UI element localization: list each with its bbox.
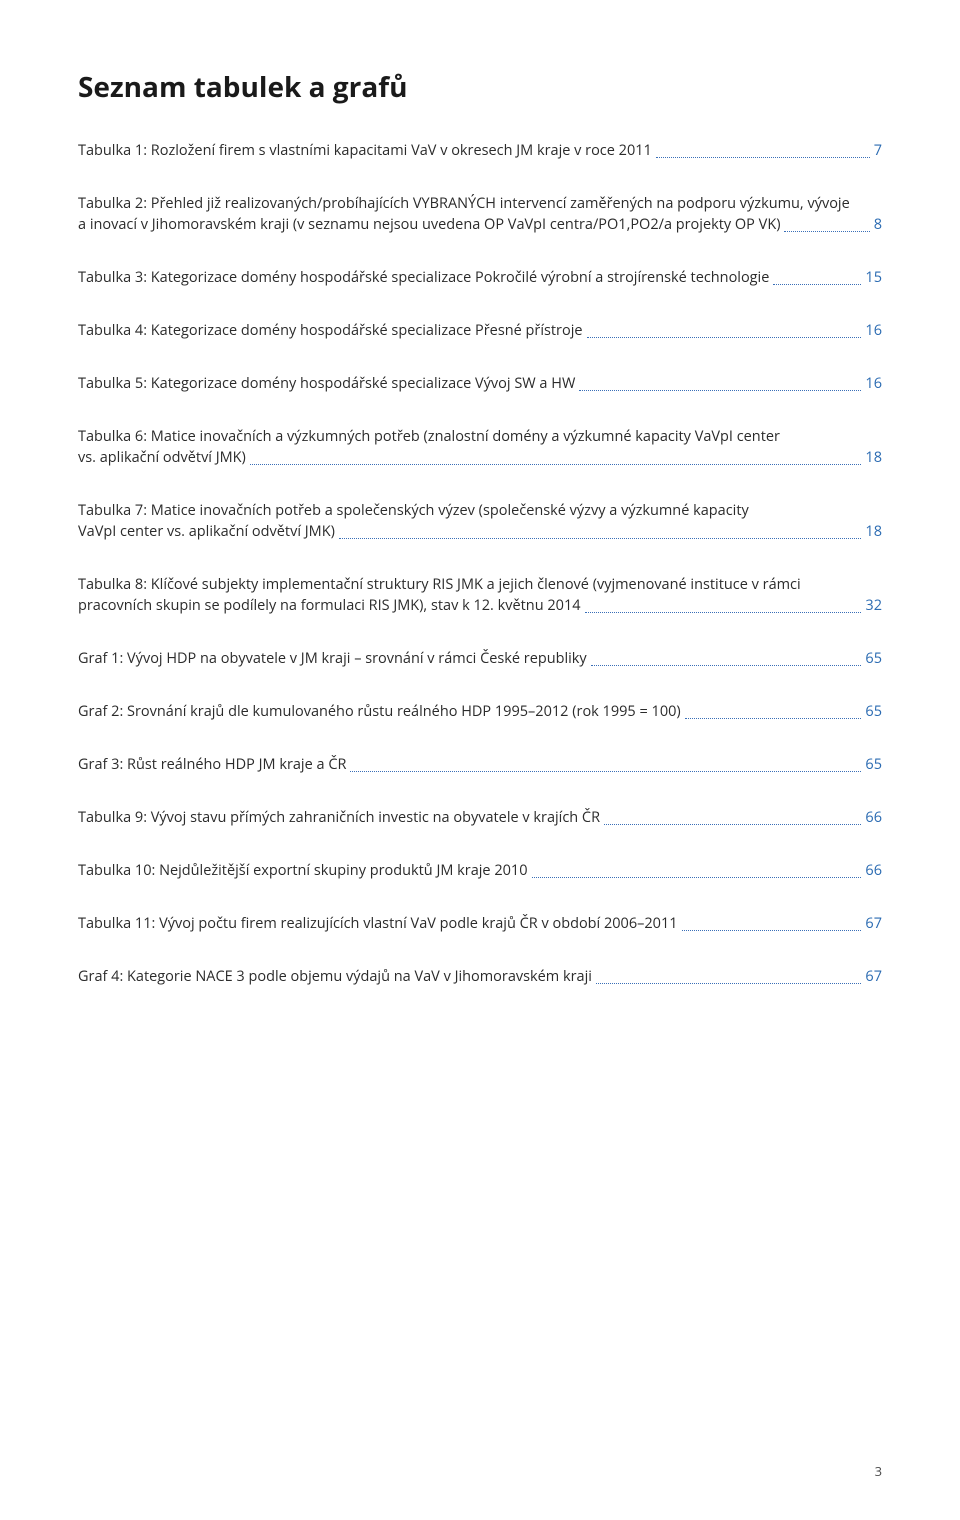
- toc-entry-text: Tabulka 8: Klíčové subjekty implementačn…: [78, 574, 882, 595]
- page-title: Seznam tabulek a grafů: [78, 68, 882, 106]
- toc-entry-text: Graf 2: Srovnání krajů dle kumulovaného …: [78, 701, 681, 722]
- toc-entry-lastline: vs. aplikační odvětví JMK) 18: [78, 447, 882, 468]
- toc-entry-text: Tabulka 3: Kategorizace domény hospodářs…: [78, 267, 769, 288]
- toc-entry-text: Graf 4: Kategorie NACE 3 podle objemu vý…: [78, 966, 592, 987]
- toc-leader: [591, 665, 862, 666]
- toc-leader: [596, 983, 861, 984]
- toc-entry-text: Tabulka 4: Kategorizace domény hospodářs…: [78, 320, 583, 341]
- toc-entry-lastline: VaVpI center vs. aplikační odvětví JMK) 1…: [78, 521, 882, 542]
- toc-entry: Tabulka 6: Matice inovačních a výzkumnýc…: [78, 426, 882, 468]
- toc-leader: [350, 771, 861, 772]
- toc-page-number: 65: [865, 648, 882, 669]
- toc-entry: Tabulka 9: Vývoj stavu přímých zahraničn…: [78, 807, 882, 828]
- toc-entry: Tabulka 8: Klíčové subjekty implementačn…: [78, 574, 882, 616]
- toc-page-number: 15: [865, 267, 882, 288]
- toc-page-number: 16: [865, 373, 882, 394]
- toc-entry-text: Tabulka 2: Přehled již realizovaných/pro…: [78, 193, 882, 214]
- toc-list: Tabulka 1: Rozložení firem s vlastními k…: [78, 140, 882, 987]
- toc-entry-text: VaVpI center vs. aplikační odvětví JMK): [78, 521, 335, 542]
- toc-page-number: 67: [865, 913, 882, 934]
- toc-page-number: 66: [865, 807, 882, 828]
- toc-page-number: 65: [865, 701, 882, 722]
- toc-leader: [532, 877, 862, 878]
- toc-page-number: 18: [865, 521, 882, 542]
- toc-entry-lastline: Tabulka 10: Nejdůležitější exportní skup…: [78, 860, 882, 881]
- toc-entry-lastline: Tabulka 11: Vývoj počtu firem realizujíc…: [78, 913, 882, 934]
- toc-entry-text: Tabulka 11: Vývoj počtu firem realizujíc…: [78, 913, 678, 934]
- toc-leader: [685, 718, 862, 719]
- toc-entry: Graf 4: Kategorie NACE 3 podle objemu vý…: [78, 966, 882, 987]
- toc-entry-lastline: Tabulka 3: Kategorizace domény hospodářs…: [78, 267, 882, 288]
- toc-entry: Tabulka 5: Kategorizace domény hospodářs…: [78, 373, 882, 394]
- toc-page-number: 32: [865, 595, 882, 616]
- toc-entry: Tabulka 3: Kategorizace domény hospodářs…: [78, 267, 882, 288]
- toc-entry-text: Tabulka 6: Matice inovačních a výzkumnýc…: [78, 426, 882, 447]
- toc-entry-lastline: Graf 1: Vývoj HDP na obyvatele v JM kraj…: [78, 648, 882, 669]
- toc-entry-text: a inovací v Jihomoravském kraji (v sezna…: [78, 214, 780, 235]
- toc-entry-lastline: Graf 2: Srovnání krajů dle kumulovaného …: [78, 701, 882, 722]
- document-page: Seznam tabulek a grafů Tabulka 1: Rozlož…: [0, 0, 960, 1520]
- toc-entry-text: Tabulka 10: Nejdůležitější exportní skup…: [78, 860, 528, 881]
- toc-page-number: 65: [865, 754, 882, 775]
- toc-leader: [587, 337, 862, 338]
- toc-entry-lastline: Tabulka 4: Kategorizace domény hospodářs…: [78, 320, 882, 341]
- toc-entry-text: pracovních skupin se podílely na formula…: [78, 595, 581, 616]
- toc-entry-text: Tabulka 5: Kategorizace domény hospodářs…: [78, 373, 575, 394]
- toc-entry: Graf 1: Vývoj HDP na obyvatele v JM kraj…: [78, 648, 882, 669]
- toc-entry: Tabulka 11: Vývoj počtu firem realizujíc…: [78, 913, 882, 934]
- toc-leader: [682, 930, 862, 931]
- toc-entry-lastline: Tabulka 9: Vývoj stavu přímých zahraničn…: [78, 807, 882, 828]
- toc-entry: Tabulka 1: Rozložení firem s vlastními k…: [78, 140, 882, 161]
- toc-entry-text: Tabulka 9: Vývoj stavu přímých zahraničn…: [78, 807, 600, 828]
- toc-entry: Graf 2: Srovnání krajů dle kumulovaného …: [78, 701, 882, 722]
- toc-leader: [784, 231, 869, 232]
- toc-page-number: 16: [865, 320, 882, 341]
- toc-entry: Graf 3: Růst reálného HDP JM kraje a ČR 6…: [78, 754, 882, 775]
- toc-entry-text: Graf 3: Růst reálného HDP JM kraje a ČR: [78, 754, 346, 775]
- toc-page-number: 8: [874, 214, 882, 235]
- toc-entry-text: Tabulka 1: Rozložení firem s vlastními k…: [78, 140, 652, 161]
- toc-leader: [339, 538, 862, 539]
- toc-page-number: 18: [865, 447, 882, 468]
- toc-entry: Tabulka 10: Nejdůležitější exportní skup…: [78, 860, 882, 881]
- toc-leader: [579, 390, 861, 391]
- toc-leader: [250, 464, 862, 465]
- toc-entry-lastline: Tabulka 1: Rozložení firem s vlastními k…: [78, 140, 882, 161]
- toc-entry-lastline: pracovních skupin se podílely na formula…: [78, 595, 882, 616]
- toc-leader: [656, 157, 870, 158]
- toc-leader: [585, 612, 862, 613]
- toc-leader: [604, 824, 861, 825]
- toc-entry: Tabulka 2: Přehled již realizovaných/pro…: [78, 193, 882, 235]
- toc-page-number: 66: [865, 860, 882, 881]
- toc-page-number: 7: [874, 140, 882, 161]
- toc-entry-lastline: a inovací v Jihomoravském kraji (v sezna…: [78, 214, 882, 235]
- toc-entry: Tabulka 4: Kategorizace domény hospodářs…: [78, 320, 882, 341]
- toc-entry-lastline: Graf 3: Růst reálného HDP JM kraje a ČR 6…: [78, 754, 882, 775]
- toc-page-number: 67: [865, 966, 882, 987]
- page-number: 3: [875, 1462, 882, 1480]
- toc-entry-text: Graf 1: Vývoj HDP na obyvatele v JM kraj…: [78, 648, 587, 669]
- toc-entry: Tabulka 7: Matice inovačních potřeb a sp…: [78, 500, 882, 542]
- toc-entry-text: Tabulka 7: Matice inovačních potřeb a sp…: [78, 500, 882, 521]
- toc-leader: [773, 284, 861, 285]
- toc-entry-lastline: Graf 4: Kategorie NACE 3 podle objemu vý…: [78, 966, 882, 987]
- toc-entry-lastline: Tabulka 5: Kategorizace domény hospodářs…: [78, 373, 882, 394]
- toc-entry-text: vs. aplikační odvětví JMK): [78, 447, 246, 468]
